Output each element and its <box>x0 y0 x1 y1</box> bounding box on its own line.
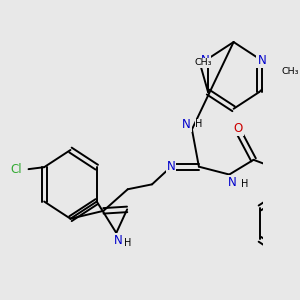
Text: H: H <box>241 179 249 189</box>
Text: O: O <box>233 122 243 135</box>
Text: CH₃: CH₃ <box>194 58 211 67</box>
Text: N: N <box>201 54 210 67</box>
Text: H: H <box>124 238 131 248</box>
Text: N: N <box>114 234 122 247</box>
Text: CH₃: CH₃ <box>282 67 299 76</box>
Text: N: N <box>182 118 191 131</box>
Text: H: H <box>195 119 203 130</box>
Text: N: N <box>257 54 266 67</box>
Text: N: N <box>167 160 176 173</box>
Text: Cl: Cl <box>11 163 22 176</box>
Text: N: N <box>228 176 237 189</box>
